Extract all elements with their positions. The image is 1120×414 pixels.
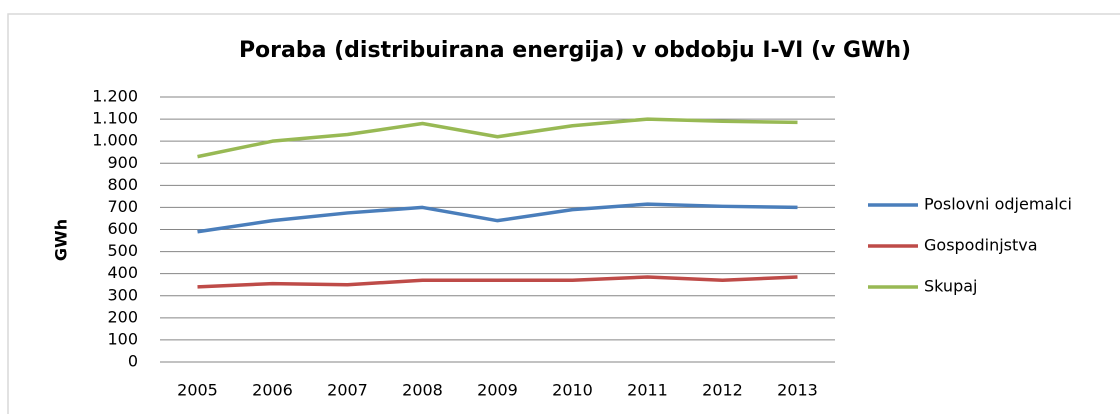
x-tick-label: 2011 [627, 381, 668, 400]
x-tick-label: 2009 [477, 381, 518, 400]
x-tick-label: 2005 [177, 381, 218, 400]
x-tick-label: 2007 [327, 381, 368, 400]
series-line [197, 202, 798, 234]
y-tick-label: 300 [107, 285, 138, 304]
y-tick-label: 0 [128, 352, 138, 371]
legend-label: Skupaj [924, 277, 977, 296]
x-tick-label: 2010 [552, 381, 593, 400]
legend-label: Poslovni odjemalci [924, 195, 1072, 214]
chart-title: Poraba (distribuirana energija) v obdobj… [239, 38, 911, 63]
x-tick-label: 2008 [402, 381, 443, 400]
y-tick-label: 1.100 [92, 109, 138, 128]
y-tick-label: 900 [107, 153, 138, 172]
x-tick-label: 2013 [777, 381, 818, 400]
y-axis-label: GWh [52, 219, 71, 261]
y-tick-label: 800 [107, 175, 138, 194]
y-tick-label: 400 [107, 263, 138, 282]
chart-frame [7, 13, 1120, 414]
y-tick-label: 500 [107, 241, 138, 260]
y-tick-label: 700 [107, 197, 138, 216]
y-tick-label: 200 [107, 307, 138, 326]
y-tick-label: 600 [107, 219, 138, 238]
series-line [197, 117, 798, 159]
y-tick-label: 100 [107, 329, 138, 348]
x-tick-label: 2012 [702, 381, 743, 400]
y-tick-label: 1.200 [92, 87, 138, 106]
x-tick-label: 2006 [252, 381, 293, 400]
legend-label: Gospodinjstva [924, 236, 1038, 255]
y-tick-label: 1.000 [92, 131, 138, 150]
series-line [197, 275, 798, 289]
